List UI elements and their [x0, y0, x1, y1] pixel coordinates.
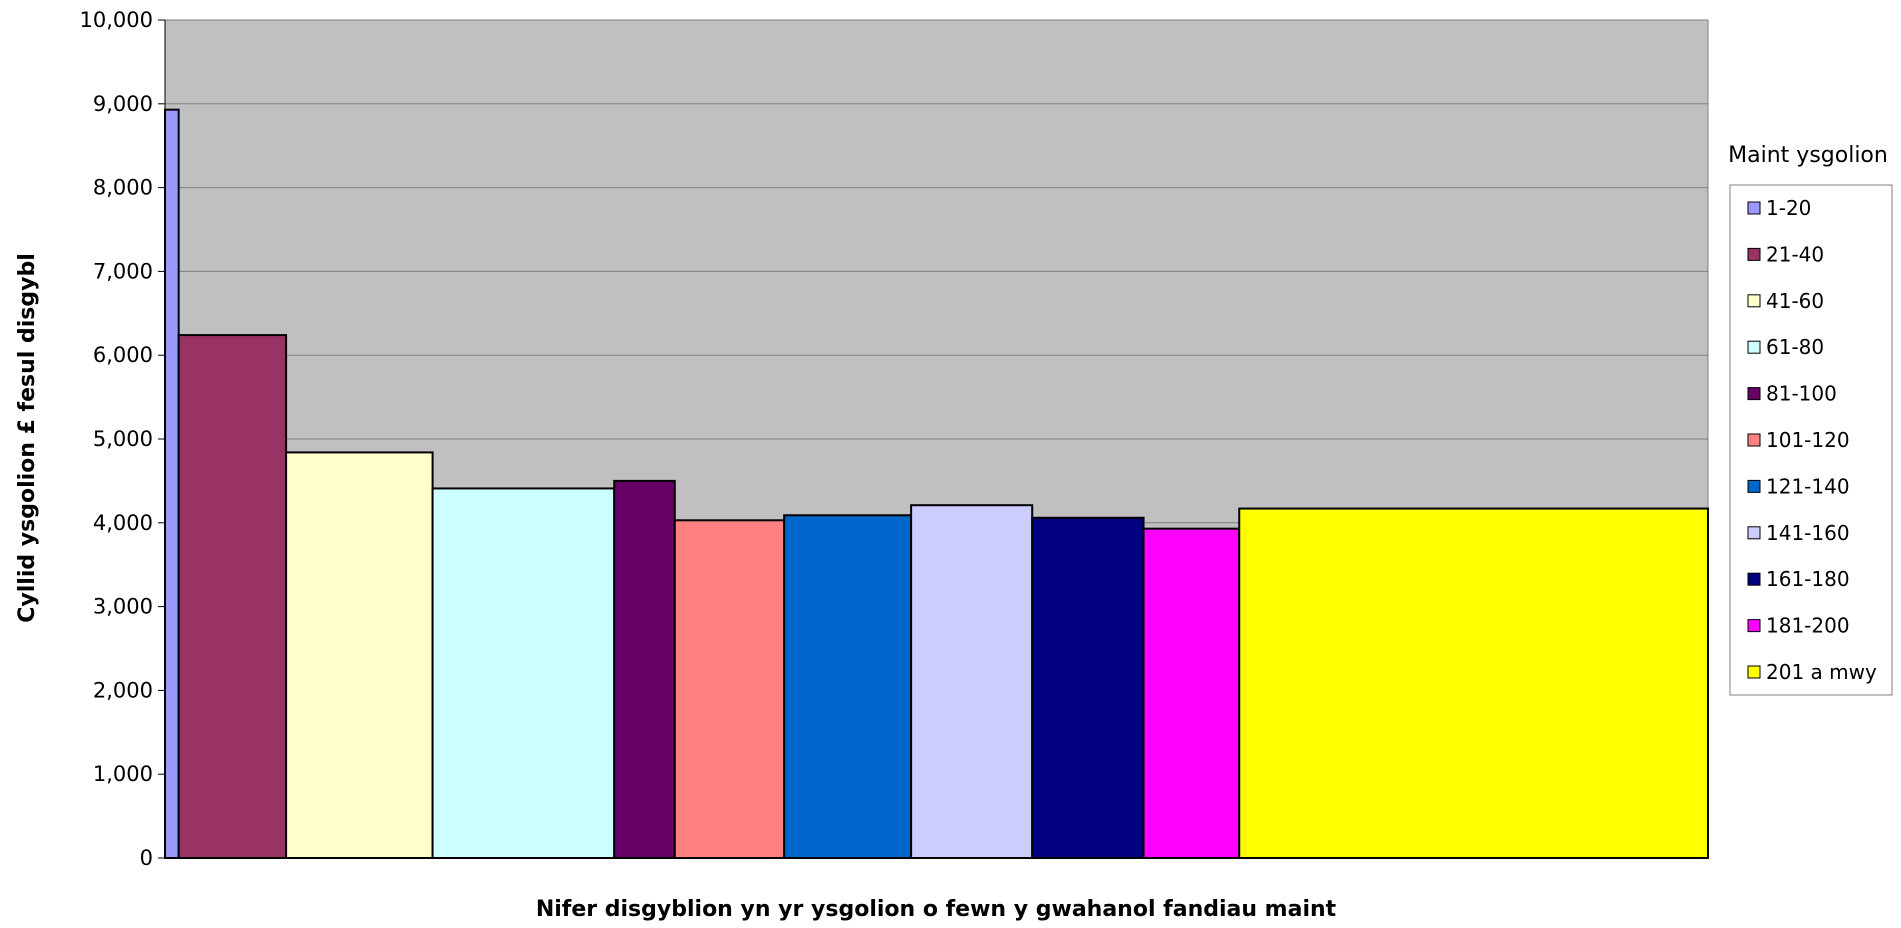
- y-tick-label: 7,000: [93, 259, 153, 283]
- y-tick-label: 3,000: [93, 595, 153, 619]
- legend-swatch: [1747, 433, 1761, 447]
- legend-label: 21-40: [1766, 242, 1824, 266]
- y-axis-title: Cyllid ysgolion £ fesul disgybl: [15, 253, 40, 623]
- bar-81-100: [613, 479, 676, 859]
- legend-label: 121-140: [1766, 474, 1850, 498]
- bar-61-80: [431, 487, 616, 859]
- legend-swatch: [1747, 665, 1761, 679]
- y-tick-label: 9,000: [93, 92, 153, 116]
- legend-swatch: [1747, 526, 1761, 540]
- bar-121-140: [783, 514, 913, 859]
- bar-141-160: [910, 504, 1034, 859]
- bar-21-40: [177, 334, 288, 859]
- legend-swatch: [1747, 387, 1761, 401]
- y-tick-label: 8,000: [93, 176, 153, 200]
- legend-swatch: [1747, 247, 1761, 261]
- bar-201-a-mwy: [1238, 507, 1709, 859]
- y-tick-label: 4,000: [93, 511, 153, 535]
- bar-101-120: [673, 519, 786, 859]
- legend-swatch: [1747, 201, 1761, 215]
- y-tick-label: 1,000: [93, 762, 153, 786]
- legend-swatch: [1747, 572, 1761, 586]
- y-tick-labels: 0 1,000 2,000 3,000 4,000 5,000 6,000 7,000 8,00…: [80, 8, 165, 870]
- x-axis-title: Nifer disgyblion yn yr ysgolion o fewn y…: [536, 897, 1337, 922]
- legend-label: 201 a mwy: [1766, 660, 1877, 684]
- legend-label: 181-200: [1766, 614, 1850, 638]
- legend-label: 1-20: [1766, 196, 1811, 220]
- bar-41-60: [285, 451, 434, 859]
- bar-1-20: [164, 108, 180, 859]
- legend-label: 61-80: [1766, 335, 1824, 359]
- legend-label: 101-120: [1766, 428, 1850, 452]
- legend-swatch: [1747, 479, 1761, 493]
- legend-label: 41-60: [1766, 289, 1824, 313]
- legend-label: 141-160: [1766, 521, 1850, 545]
- bar-181-200: [1142, 527, 1241, 860]
- legend-title: Maint ysgolion: [1728, 143, 1888, 168]
- bars: [164, 108, 1709, 860]
- y-tick-label: 5,000: [93, 427, 153, 451]
- legend-label: 81-100: [1766, 382, 1837, 406]
- y-tick-label: 6,000: [93, 343, 153, 367]
- legend-label: 161-180: [1766, 567, 1850, 591]
- y-tick-label: 10,000: [80, 8, 153, 32]
- y-tick-label: 2,000: [93, 678, 153, 702]
- bar-161-180: [1031, 516, 1145, 859]
- legend-swatch: [1747, 294, 1761, 308]
- legend: 1-20 21-40 41-60 61-80 81-100 101-120 121-140 1…: [1747, 196, 1877, 684]
- legend-swatch: [1747, 619, 1761, 633]
- y-tick-label: 0: [140, 846, 153, 870]
- legend-swatch: [1747, 340, 1761, 354]
